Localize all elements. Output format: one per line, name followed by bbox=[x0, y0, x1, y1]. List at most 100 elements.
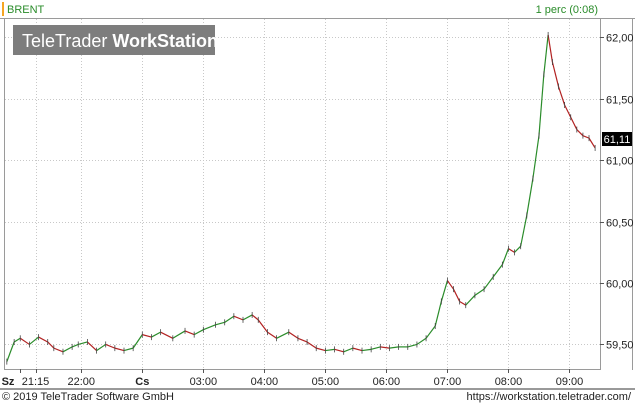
accent-marker bbox=[2, 2, 4, 16]
price-segment bbox=[380, 346, 390, 349]
y-tick-label: 60,50 bbox=[606, 218, 634, 230]
price-segment bbox=[297, 337, 308, 343]
x-tick-label: Sz bbox=[2, 376, 15, 388]
price-segment bbox=[71, 343, 79, 348]
price-segment bbox=[453, 288, 461, 302]
price-segment bbox=[557, 86, 566, 106]
price-segment bbox=[352, 347, 363, 352]
price-segment bbox=[483, 276, 494, 290]
y-tick-label: 61,50 bbox=[606, 95, 634, 107]
price-segment bbox=[543, 34, 549, 75]
price-segment bbox=[370, 346, 381, 350]
x-tick-label: 21:15 bbox=[22, 376, 50, 388]
watermark-bold: WorkStation bbox=[112, 31, 218, 51]
price-segment bbox=[316, 347, 326, 352]
y-tick-label: 60,00 bbox=[606, 279, 634, 291]
y-tick-label: 62,00 bbox=[606, 33, 634, 45]
price-segment bbox=[551, 61, 560, 87]
price-segment bbox=[501, 248, 510, 265]
price-segment bbox=[132, 334, 143, 349]
price-segment bbox=[474, 288, 485, 296]
price-segment bbox=[547, 34, 553, 63]
watermark-background bbox=[13, 25, 215, 55]
price-segment bbox=[508, 248, 515, 253]
price-segment bbox=[13, 337, 21, 343]
price-segment bbox=[184, 330, 195, 336]
price-segment bbox=[389, 346, 399, 349]
price-segment bbox=[434, 301, 442, 327]
y-tick-label: 61,00 bbox=[606, 156, 634, 168]
price-segment bbox=[86, 341, 97, 352]
svg-text:TeleTrader WorkStation: TeleTrader WorkStation bbox=[22, 31, 218, 51]
y-axis-ticks: 59,50 60,00 60,50 61,00 61,50 62,00 bbox=[600, 33, 634, 352]
price-segment bbox=[267, 331, 277, 339]
price-segment bbox=[215, 321, 225, 326]
price-segment bbox=[242, 314, 253, 321]
interval-label: 1 perc (0:08) bbox=[536, 4, 598, 16]
watermark: TeleTrader WorkStation bbox=[13, 25, 218, 55]
price-segment bbox=[582, 135, 590, 139]
price-segment bbox=[105, 343, 116, 349]
price-segment bbox=[465, 294, 476, 306]
grid-lines bbox=[5, 19, 600, 369]
price-segment bbox=[343, 347, 354, 353]
price-segment bbox=[151, 331, 161, 338]
x-tick-label: 07:00 bbox=[434, 376, 462, 388]
x-tick-label: 03:00 bbox=[190, 376, 218, 388]
x-tick-label: 09:00 bbox=[556, 376, 584, 388]
x-tick-label: 06:00 bbox=[373, 376, 401, 388]
price-segment bbox=[29, 336, 39, 345]
price-series bbox=[6, 31, 596, 365]
price-segment bbox=[416, 337, 427, 345]
price-segment bbox=[257, 319, 268, 333]
price-segment bbox=[564, 104, 572, 118]
price-segment bbox=[325, 348, 335, 352]
price-segment bbox=[78, 341, 88, 346]
x-axis-ticks: Sz 21:15 22:00 Cs 03:00 04:00 05:00 06:00 07:00 0… bbox=[2, 369, 584, 388]
price-segment bbox=[446, 280, 455, 290]
price-segment bbox=[233, 315, 244, 321]
price-segment bbox=[251, 314, 259, 321]
price-segment bbox=[570, 116, 578, 130]
x-tick-label: Cs bbox=[135, 376, 149, 388]
price-segment bbox=[142, 334, 152, 338]
price-segment bbox=[520, 215, 528, 247]
last-price-value: 61,11 bbox=[604, 134, 631, 146]
price-segment bbox=[334, 348, 344, 353]
x-tick-label: 05:00 bbox=[312, 376, 340, 388]
footer-copyright: © 2019 TeleTrader Software GmbH bbox=[2, 391, 174, 403]
price-segment bbox=[407, 343, 418, 348]
price-segment bbox=[172, 330, 186, 339]
price-segment bbox=[47, 341, 55, 349]
x-tick-label: 22:00 bbox=[68, 376, 96, 388]
price-segment bbox=[532, 135, 540, 179]
price-segment bbox=[203, 324, 216, 331]
price-segment bbox=[276, 331, 290, 339]
plot-frame bbox=[4, 18, 601, 370]
price-segment bbox=[425, 325, 436, 339]
instrument-label: BRENT bbox=[7, 4, 45, 16]
price-segment bbox=[53, 347, 64, 353]
price-segment bbox=[62, 346, 73, 353]
last-price-box bbox=[602, 132, 632, 146]
footer-url[interactable]: https://workstation.teletrader.com/ bbox=[466, 391, 631, 403]
price-segment bbox=[492, 264, 503, 278]
price-segment bbox=[224, 315, 235, 323]
price-segment bbox=[361, 348, 372, 352]
price-segment bbox=[588, 137, 596, 149]
x-tick-label: 04:00 bbox=[251, 376, 279, 388]
y-tick-label: 59,50 bbox=[606, 340, 634, 352]
price-segment bbox=[440, 280, 449, 302]
footer-divider bbox=[0, 389, 635, 390]
price-segment bbox=[526, 178, 534, 216]
price-segment bbox=[96, 343, 107, 352]
price-segment bbox=[38, 336, 49, 343]
x-tick-label: 08:00 bbox=[495, 376, 523, 388]
price-segment bbox=[19, 337, 30, 345]
price-segment bbox=[306, 341, 317, 349]
price-segment bbox=[576, 129, 584, 137]
price-segment bbox=[538, 74, 545, 136]
price-segment bbox=[123, 347, 134, 352]
price-segment bbox=[160, 331, 174, 339]
